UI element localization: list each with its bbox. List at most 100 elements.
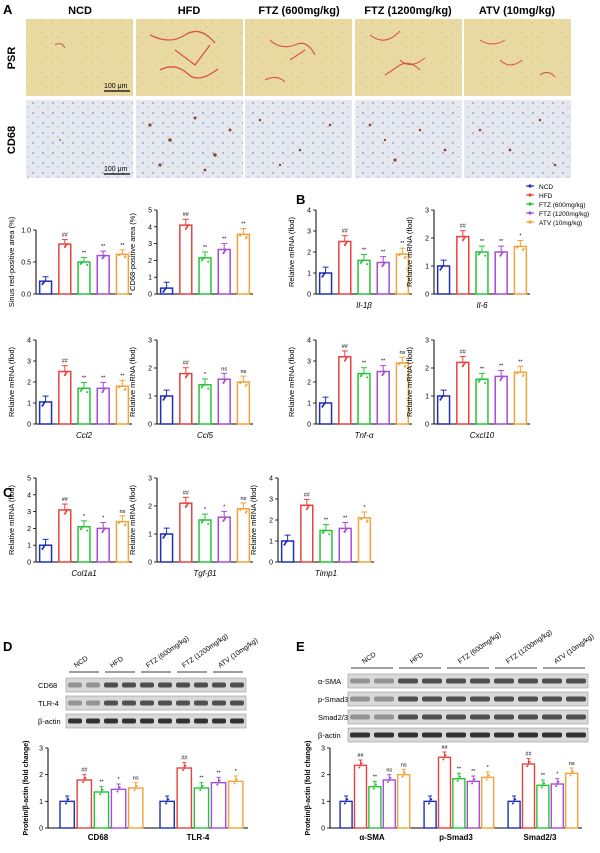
data-point — [167, 798, 170, 801]
data-point — [119, 385, 121, 388]
significance-mark: ** — [199, 776, 204, 782]
significance-mark: ## — [183, 212, 190, 218]
blot-band — [494, 714, 514, 720]
blot-lane-label: HFD — [409, 652, 425, 666]
bar — [382, 779, 396, 829]
bar — [58, 370, 72, 425]
data-point — [99, 793, 102, 796]
bar — [536, 784, 550, 829]
significance-mark: ns — [221, 366, 227, 372]
significance-mark: * — [204, 507, 207, 513]
data-point — [361, 516, 363, 519]
blot-band — [140, 682, 154, 688]
data-point — [84, 776, 87, 779]
cd68-image — [464, 100, 571, 178]
y-axis-label: CD68-positive area (%) — [128, 213, 137, 291]
bar — [217, 378, 231, 425]
y-tick-label: 1.0 — [21, 228, 31, 235]
psr-image-row: 100 μm — [26, 19, 571, 96]
data-point — [402, 773, 405, 776]
blot-band — [176, 682, 190, 688]
significance-mark: ns — [569, 761, 575, 767]
blot-lane-label: NCD — [361, 651, 377, 665]
blot-band — [374, 732, 394, 738]
data-point — [513, 800, 516, 803]
data-point — [81, 525, 84, 528]
data-point — [285, 540, 288, 542]
data-point — [555, 785, 558, 788]
blot-band — [494, 678, 514, 684]
blot-band — [104, 682, 118, 688]
data-point — [117, 788, 120, 791]
data-point — [373, 785, 376, 788]
western-blot-d: NCD HFD FTZ (600mg/kg)FTZ (1200mg/kg)ATV (… — [38, 633, 259, 729]
significance-mark: ## — [342, 229, 349, 235]
psr-image — [464, 19, 571, 96]
data-point — [187, 502, 190, 505]
data-point — [207, 387, 210, 390]
y-tick-label: 0 — [321, 826, 325, 833]
data-point — [359, 764, 362, 767]
data-point — [361, 259, 364, 262]
data-point — [429, 800, 432, 803]
significance-mark: ** — [343, 516, 348, 522]
y-tick-label: 2 — [148, 504, 152, 511]
data-point — [224, 378, 227, 381]
blot-row-label: p-Smad3 — [318, 695, 348, 704]
data-point — [343, 802, 346, 805]
data-point — [328, 533, 331, 536]
blot-band — [350, 732, 370, 738]
bar — [77, 261, 91, 295]
blot-band — [350, 714, 370, 720]
significance-mark: ns — [240, 369, 246, 375]
blot-band — [230, 718, 244, 724]
blot-band — [422, 714, 442, 720]
significance-mark: ** — [518, 359, 523, 365]
y-tick-label: 1 — [148, 275, 152, 282]
blot-band — [518, 696, 538, 702]
significance-mark: * — [487, 765, 490, 771]
data-point — [224, 248, 227, 251]
bar — [96, 527, 110, 563]
y-tick-label: 1 — [148, 394, 152, 401]
y-axis-label: Protein/β-actin (fold change) — [305, 741, 312, 836]
y-axis-label: Relative mRNA (flod) — [405, 346, 414, 417]
blot-row-label: β-actin — [38, 717, 61, 726]
blot-band — [122, 718, 136, 724]
column-header: NCD — [68, 5, 92, 17]
legend-label: NCD — [539, 184, 553, 191]
bar-chart: 0 1 2 3 4 Relative mRNA (flod) Ccl2 ## ** ** ** — [7, 338, 132, 440]
cd68-image — [26, 100, 133, 178]
row-label-cd68: CD68 — [6, 126, 18, 154]
y-tick-label: 1 — [425, 394, 429, 401]
bar — [115, 385, 130, 425]
data-point — [383, 370, 386, 373]
significance-mark: ns — [386, 768, 392, 774]
x-axis-label: Il-6 — [476, 301, 488, 310]
blot-band — [470, 678, 490, 684]
bar — [77, 525, 91, 563]
significance-mark: ns — [119, 509, 125, 515]
data-point — [164, 287, 167, 290]
y-tick-label: 1 — [39, 799, 43, 806]
bar — [318, 402, 333, 425]
y-tick-label: 3 — [148, 476, 152, 483]
y-tick-label: 2 — [148, 366, 152, 373]
blot-band — [566, 678, 586, 684]
data-point — [399, 362, 401, 365]
data-point — [202, 383, 205, 386]
bar — [176, 767, 193, 829]
data-point — [103, 387, 106, 390]
data-point — [103, 527, 106, 530]
bar — [59, 800, 75, 829]
y-axis-label: Relative mRNA (flod) — [128, 346, 137, 417]
bar — [357, 517, 372, 563]
y-tick-label: 0.0 — [21, 292, 31, 299]
y-tick-label: 2 — [27, 526, 31, 533]
legend-marker — [528, 220, 532, 224]
data-point — [479, 251, 482, 253]
data-point — [323, 402, 326, 404]
data-point — [540, 786, 543, 789]
psr-image — [26, 19, 133, 96]
blot-band — [446, 732, 466, 738]
